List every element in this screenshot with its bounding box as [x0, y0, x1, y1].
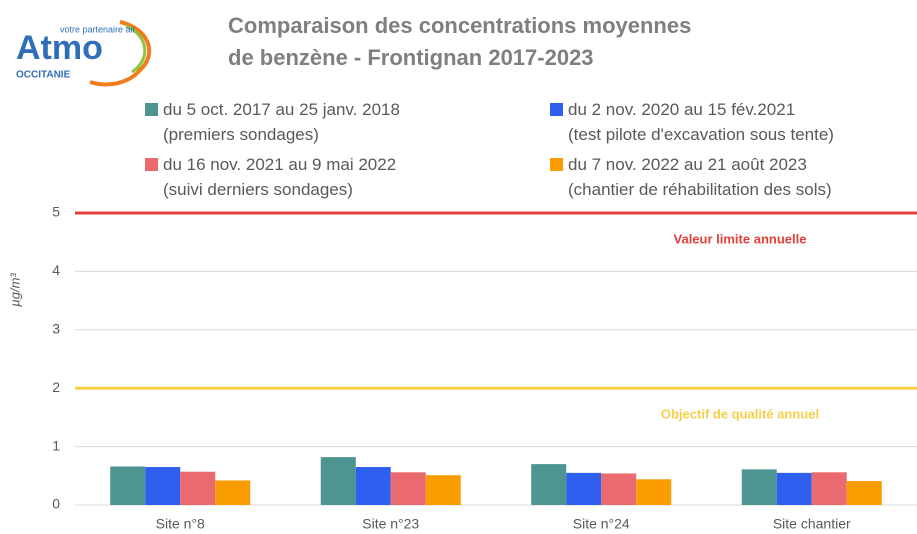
reference-label: Valeur limite annuelle — [674, 231, 807, 246]
bar — [846, 481, 882, 505]
legend-entry: du 5 oct. 2017 au 25 janv. 2018 (premier… — [145, 97, 400, 147]
logo-arc — [89, 20, 152, 87]
y-tick-label: 4 — [52, 262, 60, 278]
legend-label: du 16 nov. 2021 au 9 mai 2022 (suivi der… — [163, 155, 397, 199]
bar — [320, 457, 356, 505]
bar — [355, 467, 391, 505]
legend-entry: du 16 nov. 2021 au 9 mai 2022 (suivi der… — [145, 152, 396, 202]
reference-label: Objectif de qualité annuel — [661, 407, 819, 422]
logo-tagline: votre partenaire air — [60, 24, 136, 34]
legend-swatch — [550, 158, 563, 171]
logo: votre partenaire air Atmo OCCITANIE — [16, 20, 152, 87]
legend-label: du 7 nov. 2022 au 21 août 2023 (chantier… — [568, 155, 832, 199]
y-tick-label: 5 — [52, 204, 60, 220]
bar — [636, 479, 672, 505]
y-axis-label: µg/m³ — [7, 273, 22, 307]
logo-name: Atmo — [16, 29, 103, 67]
legend-label: du 5 oct. 2017 au 25 janv. 2018 (premier… — [163, 100, 400, 144]
bar — [566, 472, 602, 505]
y-tick-label: 3 — [52, 321, 60, 337]
bar — [180, 471, 216, 505]
bar — [110, 466, 146, 505]
bar — [145, 467, 181, 505]
bar — [390, 472, 426, 505]
legend-entry: du 7 nov. 2022 au 21 août 2023 (chantier… — [550, 152, 832, 202]
legend-swatch — [550, 103, 563, 116]
legend-swatch — [145, 103, 158, 116]
y-tick-label: 1 — [52, 437, 60, 453]
x-tick-label: Site chantier — [773, 516, 851, 532]
x-tick-label: Site n°24 — [573, 516, 630, 532]
bar — [741, 469, 777, 505]
logo-arc — [125, 24, 147, 74]
x-tick-label: Site n°23 — [362, 516, 419, 532]
bar — [601, 473, 637, 505]
bar — [215, 480, 251, 505]
bar — [811, 472, 847, 505]
bar — [776, 472, 812, 505]
x-tick-label: Site n°8 — [156, 516, 205, 532]
legend-swatch — [145, 158, 158, 171]
y-tick-label: 2 — [52, 379, 60, 395]
bar — [531, 464, 567, 505]
y-tick-label: 0 — [52, 496, 60, 512]
legend-label: du 2 nov. 2020 au 15 fév.2021 (test pilo… — [568, 100, 834, 144]
bar — [425, 475, 461, 505]
legend-entry: du 2 nov. 2020 au 15 fév.2021 (test pilo… — [550, 97, 834, 147]
chart-title: Comparaison des concentrations moyennes … — [228, 13, 692, 70]
logo-region: OCCITANIE — [16, 70, 71, 81]
